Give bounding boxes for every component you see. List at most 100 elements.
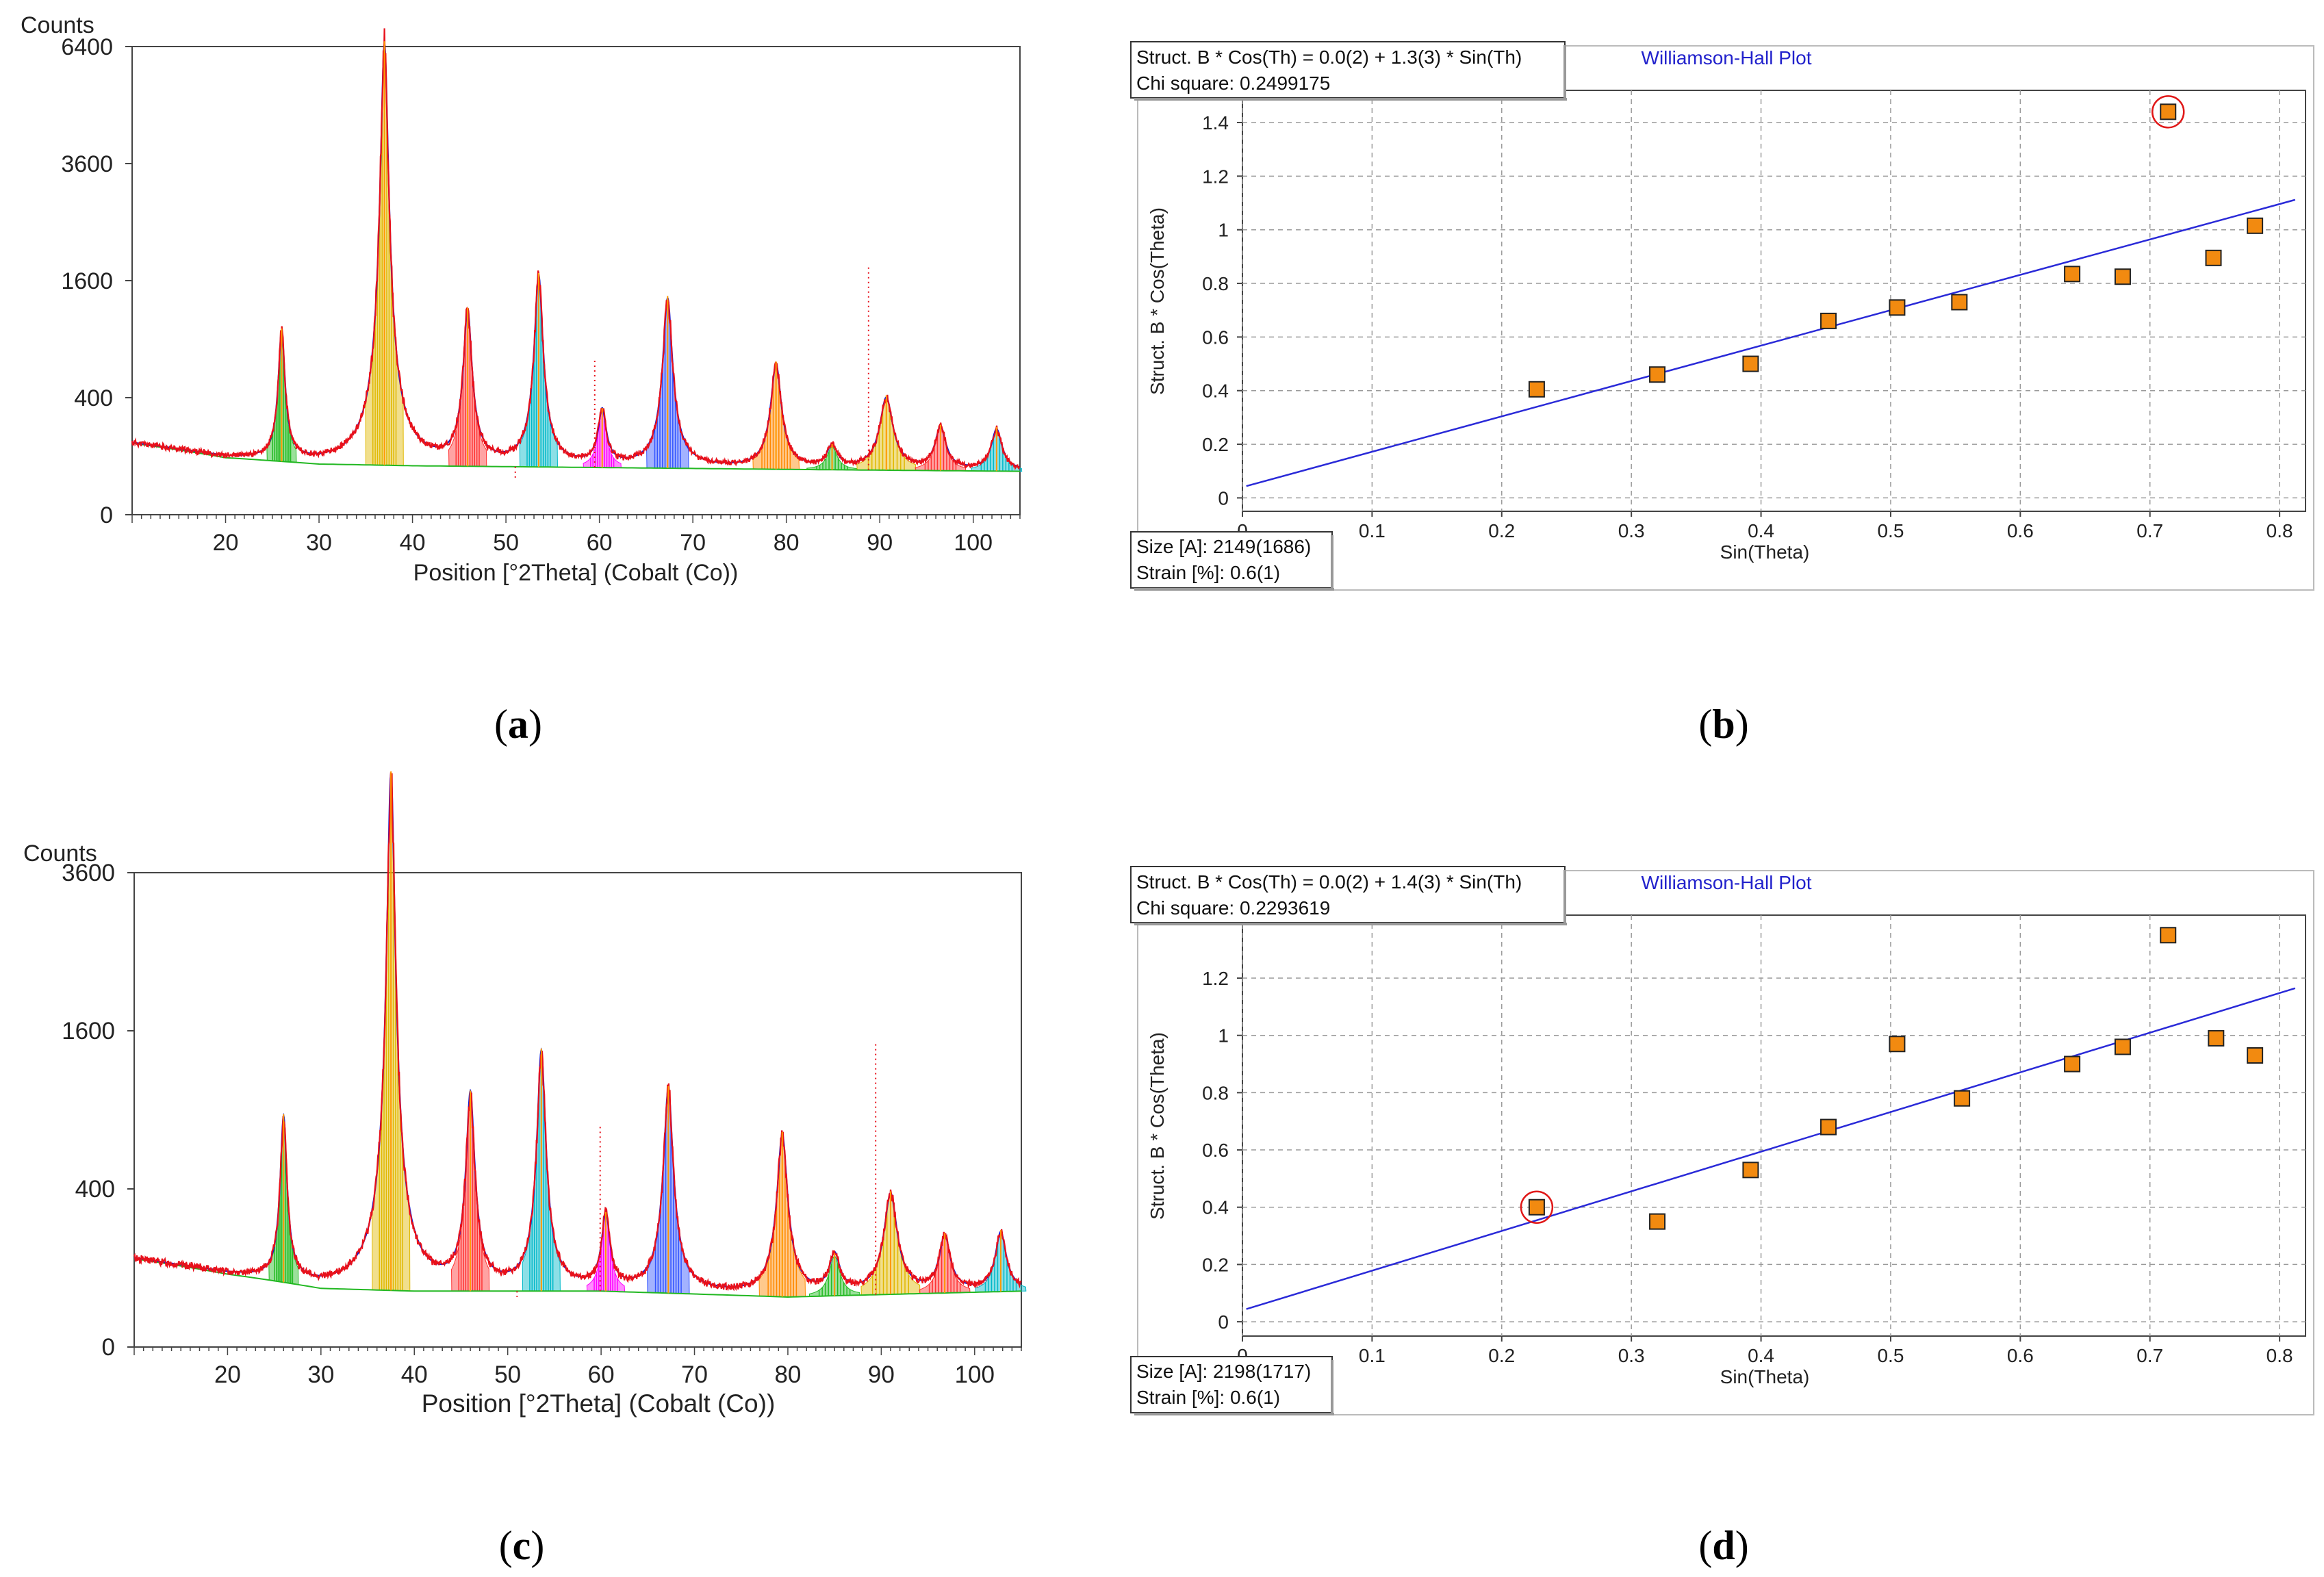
outlier-circle [2151, 95, 2185, 129]
x-tick-label: 0.8 [2266, 520, 2293, 541]
background-line [131, 442, 1021, 472]
data-point-1 [1649, 366, 1666, 383]
panel-d-x-ticks: 0 0.1 0.2 0.3 0.4 0.5 0.6 0.7 0.8 [1237, 1336, 2293, 1366]
panel-b-williamson-hall: 0 0.2 0.4 0.6 0.8 1 1.2 1.4 0 0.1 0.2 0.3 0.4 0.5 0.6… [1130, 41, 2314, 747]
y-tick-label: 1.2 [1202, 166, 1229, 187]
x-tick-label: 20 [214, 1361, 241, 1388]
panel-d-xlabel: Sin(Theta) [1720, 1366, 1810, 1387]
data-point-0 [1528, 381, 1545, 398]
panel-a-ylabel: Counts [21, 12, 94, 38]
data-point-0 [1528, 1198, 1545, 1216]
x-tick-label: 80 [774, 1361, 801, 1388]
y-tick-label: 400 [75, 1176, 115, 1203]
panel-c-series [133, 771, 1027, 1298]
observed-profile [133, 772, 1022, 1292]
x-tick-label: 70 [681, 1361, 708, 1388]
data-point-7 [2114, 1038, 2131, 1055]
data-point-9 [2208, 1029, 2225, 1047]
panel-c-xlabel: Position [°2Theta] (Cobalt (Co)) [422, 1389, 776, 1418]
panel-d-outer-frame [1137, 870, 2314, 1415]
y-tick-label: 0.6 [1202, 1140, 1229, 1161]
x-tick-label: 0.4 [1748, 1345, 1774, 1366]
x-tick-label: 0.7 [2136, 520, 2163, 541]
y-tick-label: 0.2 [1202, 1254, 1229, 1275]
x-tick-label: 0.2 [1488, 1345, 1515, 1366]
y-tick-label: 0.4 [1202, 1197, 1229, 1218]
x-tick-label: 70 [680, 530, 706, 556]
panel-d-caption: (d) [1698, 1523, 1748, 1568]
y-tick-label: 3600 [61, 151, 113, 177]
panel-d-y-ticks: 0 0.2 0.4 0.6 0.8 1 1.2 [1202, 968, 1242, 1333]
panel-d-plot-frame [1242, 914, 2306, 1337]
x-tick-label: 60 [587, 530, 613, 556]
y-tick-label: 1600 [62, 1018, 115, 1044]
x-tick-label: 40 [400, 530, 426, 556]
data-point-3 [1820, 312, 1837, 329]
x-tick-label: 50 [494, 1361, 521, 1388]
x-tick-label: 20 [213, 530, 239, 556]
panel-a-series [131, 28, 1023, 478]
x-tick-label: 0.5 [1877, 1345, 1904, 1366]
panel-a-caption-letter: a [508, 702, 528, 747]
y-tick-label: 400 [74, 385, 113, 411]
data-point-10 [2247, 217, 2264, 234]
panel-b-caption-letter: b [1712, 702, 1735, 747]
panel-b-size-box [1130, 531, 1333, 589]
data-point-5 [1954, 1090, 1971, 1107]
data-point-1 [1649, 1213, 1666, 1230]
x-tick-label: 0.4 [1748, 520, 1774, 541]
y-tick-label: 0 [100, 502, 113, 528]
observed-profile [131, 28, 1020, 470]
panel-b-xlabel: Sin(Theta) [1720, 541, 1810, 563]
panel-c-y-ticks: 0 400 1600 3600 [62, 860, 134, 1361]
panel-c-ylabel: Counts [23, 841, 97, 867]
panel-d-points [1520, 927, 2264, 1230]
panel-d-chi-square: Chi square: 0.2293619 [1136, 897, 1330, 919]
panel-b-y-ticks: 0 0.2 0.4 0.6 0.8 1 1.2 1.4 [1202, 112, 1242, 509]
panel-a-xrd-pattern: Counts 0 400 1600 3600 6400 20 30 40 50 60 70 80 90… [21, 12, 1023, 747]
panel-b-grid [1242, 90, 2306, 511]
panel-a-xlabel: Position [°2Theta] (Cobalt (Co)) [413, 560, 739, 586]
panel-b-ylabel: Struct. B * Cos(Theta) [1147, 207, 1168, 395]
panel-a-x-ticks: 20 30 40 50 60 70 80 90 100 [131, 515, 1021, 556]
y-tick-label: 0.6 [1202, 326, 1229, 348]
data-point-3 [1820, 1118, 1837, 1136]
fit-line [1246, 198, 2296, 487]
panel-d-ylabel: Struct. B * Cos(Theta) [1147, 1032, 1168, 1220]
data-point-4 [1889, 299, 1906, 316]
data-point-2 [1742, 1162, 1759, 1179]
x-tick-label: 80 [774, 530, 800, 556]
panel-d-williamson-hall: 0 0.2 0.4 0.6 0.8 1 1.2 0 0.1 0.2 0.3 0.4 0.5 0.6 0.7… [1130, 866, 2314, 1568]
x-tick-label: 0.6 [2007, 520, 2034, 541]
data-point-6 [2064, 1055, 2081, 1073]
panel-b-x-ticks: 0 0.1 0.2 0.3 0.4 0.5 0.6 0.7 0.8 [1237, 511, 2293, 541]
x-tick-label: 50 [493, 530, 519, 556]
data-point-2 [1742, 355, 1759, 372]
y-tick-label: 0.8 [1202, 1082, 1229, 1103]
y-tick-label: 3600 [62, 860, 115, 886]
y-tick-label: 1.2 [1202, 968, 1229, 989]
panel-d-grid [1242, 915, 2306, 1336]
y-tick-label: 0 [1218, 1311, 1229, 1333]
panel-b-title: Williamson-Hall Plot [1642, 47, 1812, 68]
x-tick-label: 0.6 [2007, 1345, 2034, 1366]
x-tick-label: 60 [588, 1361, 615, 1388]
x-tick-label: 0.2 [1488, 520, 1515, 541]
y-tick-label: 0.4 [1202, 381, 1229, 402]
panel-b-caption: (b) [1698, 702, 1748, 747]
panel-b-outer-frame [1137, 45, 2314, 591]
data-point-10 [2247, 1047, 2264, 1064]
x-tick-label: 100 [954, 530, 993, 556]
x-tick-label: 90 [868, 1361, 895, 1388]
data-point-9 [2205, 249, 2222, 266]
y-tick-label: 6400 [61, 34, 113, 60]
y-tick-label: 1600 [61, 268, 113, 294]
y-tick-label: 0.2 [1202, 434, 1229, 455]
panel-b-strain: Strain [%]: 0.6(1) [1136, 562, 1280, 583]
panel-c-caption-letter: c [513, 1523, 531, 1568]
panel-b-fit-layer [1246, 198, 2296, 487]
x-tick-label: 0.8 [2266, 1345, 2293, 1366]
panel-d-title: Williamson-Hall Plot [1642, 872, 1812, 893]
